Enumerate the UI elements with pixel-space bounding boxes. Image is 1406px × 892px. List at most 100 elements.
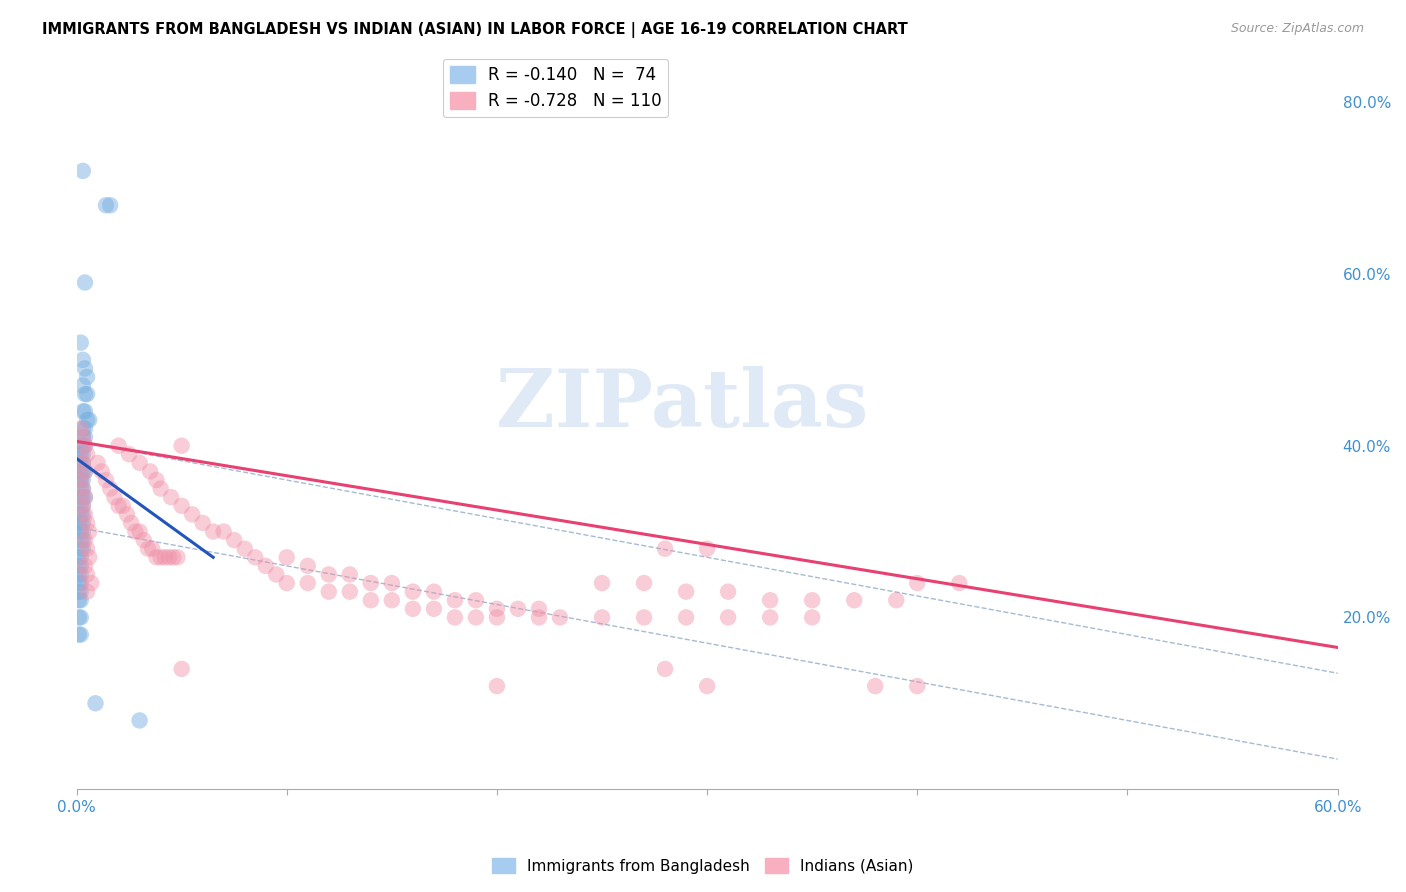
Point (72, 524, 94, 539)
Point (72, 421, 94, 435)
Point (73, 490, 96, 504)
Point (76, 567, 98, 582)
Point (94, 198, 117, 212)
Point (162, 550, 184, 565)
Legend: R = -0.140   N =  74, R = -0.728   N = 110: R = -0.140 N = 74, R = -0.728 N = 110 (443, 59, 668, 117)
Point (98, 482, 121, 496)
Point (67, 576, 90, 591)
Point (72, 482, 94, 496)
Point (115, 508, 138, 522)
Point (276, 550, 298, 565)
Point (73, 421, 96, 435)
Point (72, 404, 94, 418)
Point (276, 576, 298, 591)
Point (591, 576, 613, 591)
Point (381, 593, 404, 607)
Point (69, 447, 91, 461)
Point (233, 541, 256, 556)
Point (141, 541, 163, 556)
Point (76, 447, 98, 461)
Point (136, 541, 159, 556)
Point (77, 550, 100, 565)
Point (527, 602, 550, 616)
Point (69, 576, 91, 591)
Point (591, 610, 613, 624)
Point (72, 516, 94, 530)
Point (73, 508, 96, 522)
Point (76, 584, 98, 599)
Point (696, 541, 718, 556)
Point (73, 404, 96, 418)
Point (464, 593, 486, 607)
Point (76, 370, 98, 384)
Point (72, 499, 94, 513)
Point (444, 610, 467, 624)
Point (69, 558, 91, 573)
Point (339, 584, 361, 599)
Point (72, 465, 94, 479)
Point (485, 602, 508, 616)
Point (72, 164, 94, 178)
Point (72, 456, 94, 470)
Point (69, 421, 91, 435)
Point (67, 550, 90, 565)
Point (69, 516, 91, 530)
Point (139, 465, 162, 479)
Point (77, 413, 100, 427)
Point (318, 567, 340, 582)
Point (94, 473, 117, 487)
Point (654, 662, 676, 676)
Point (865, 679, 887, 693)
Point (69, 473, 91, 487)
Point (145, 550, 167, 565)
Point (73, 465, 96, 479)
Point (67, 447, 90, 461)
Point (444, 593, 467, 607)
Point (107, 439, 129, 453)
Point (717, 584, 740, 599)
Point (254, 558, 277, 573)
Point (506, 602, 529, 616)
Point (485, 679, 508, 693)
Point (72, 456, 94, 470)
Point (160, 490, 183, 504)
Point (69, 593, 91, 607)
Point (69, 439, 91, 453)
Point (360, 593, 382, 607)
Point (360, 576, 382, 591)
Point (67, 610, 90, 624)
Point (118, 447, 141, 461)
Point (98, 198, 121, 212)
Point (170, 439, 193, 453)
Point (402, 584, 425, 599)
Point (72, 541, 94, 556)
Point (124, 524, 146, 539)
Point (76, 541, 98, 556)
Point (73, 430, 96, 444)
Point (73, 361, 96, 376)
Point (80, 576, 103, 591)
Point (84, 696, 107, 710)
Point (485, 610, 508, 624)
Point (76, 516, 98, 530)
Point (69, 499, 91, 513)
Point (202, 524, 225, 539)
Point (107, 499, 129, 513)
Point (72, 447, 94, 461)
Point (73, 465, 96, 479)
Point (76, 387, 98, 401)
Point (759, 593, 782, 607)
Point (67, 627, 90, 641)
Point (72, 430, 94, 444)
Point (120, 516, 142, 530)
Point (111, 499, 134, 513)
Point (149, 550, 172, 565)
Point (69, 482, 91, 496)
Point (67, 558, 90, 573)
Point (759, 610, 782, 624)
Point (73, 533, 96, 548)
Point (166, 550, 188, 565)
Point (633, 610, 655, 624)
Point (717, 610, 740, 624)
Point (402, 602, 425, 616)
